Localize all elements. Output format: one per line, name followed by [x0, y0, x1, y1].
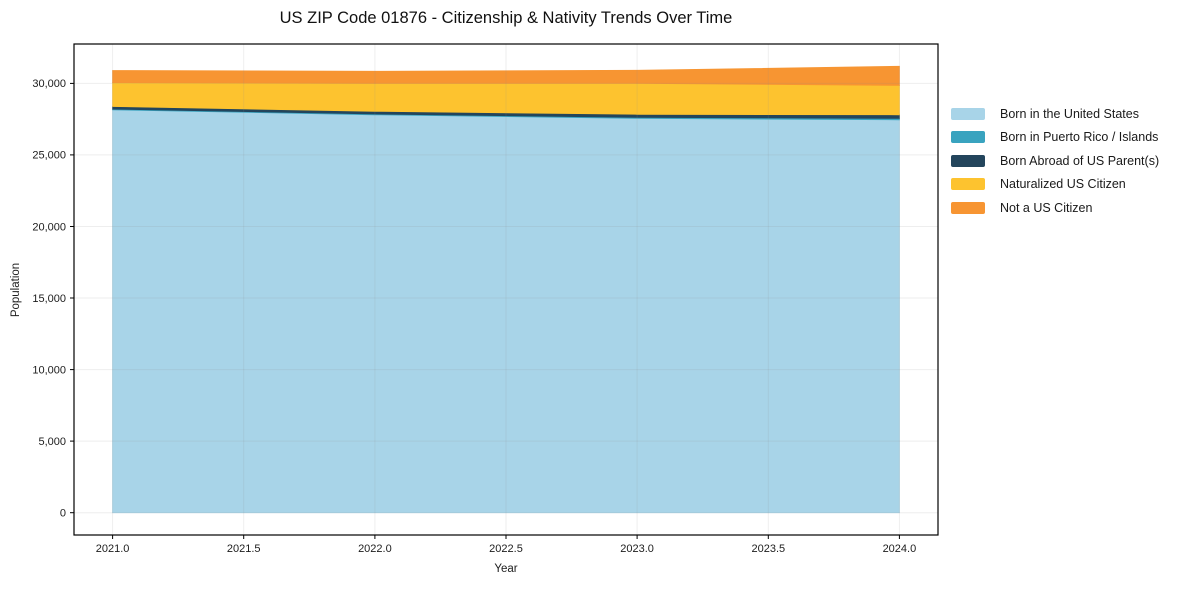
x-tick-label: 2021.5	[227, 543, 261, 555]
area-series-5	[112, 65, 900, 86]
chart-title: US ZIP Code 01876 - Citizenship & Nativi…	[279, 9, 733, 27]
y-tick-label: 0	[60, 508, 66, 520]
y-axis-label: Population	[10, 262, 22, 318]
legend: Born in the United States Born in Puerto …	[951, 102, 1159, 220]
legend-item: Not a US Citizen	[951, 196, 1159, 220]
y-tick-label: 10,000	[32, 364, 66, 376]
y-tick-label: 5,000	[38, 436, 66, 448]
x-axis-label: Year	[494, 563, 518, 575]
y-tick-label: 15,000	[32, 293, 66, 305]
x-tick-label: 2022.5	[489, 543, 523, 555]
legend-swatch-icon	[951, 154, 985, 167]
legend-label: Born in the United States	[1000, 106, 1139, 121]
legend-label: Naturalized US Citizen	[1000, 177, 1126, 192]
y-tick-label: 20,000	[32, 221, 66, 233]
legend-swatch-icon	[951, 178, 985, 191]
legend-item: Naturalized US Citizen	[951, 173, 1159, 197]
x-tick-label: 2023.0	[620, 543, 654, 555]
legend-label: Born in Puerto Rico / Islands	[1000, 130, 1159, 145]
x-tick-label: 2024.0	[883, 543, 917, 555]
legend-label: Born Abroad of US Parent(s)	[1000, 153, 1160, 168]
legend-label: Not a US Citizen	[1000, 200, 1093, 215]
legend-swatch-icon	[951, 201, 985, 214]
legend-item: Born in the United States	[951, 102, 1159, 126]
legend-item: Born Abroad of US Parent(s)	[951, 149, 1159, 173]
legend-item: Born in Puerto Rico / Islands	[951, 126, 1159, 150]
x-tick-label: 2022.0	[358, 543, 392, 555]
x-tick-label: 2023.5	[751, 543, 785, 555]
legend-swatch-icon	[951, 107, 985, 120]
legend-swatch-icon	[951, 131, 985, 144]
x-tick-label: 2021.0	[96, 543, 130, 555]
y-tick-label: 25,000	[32, 150, 66, 162]
y-tick-label: 30,000	[32, 78, 66, 90]
